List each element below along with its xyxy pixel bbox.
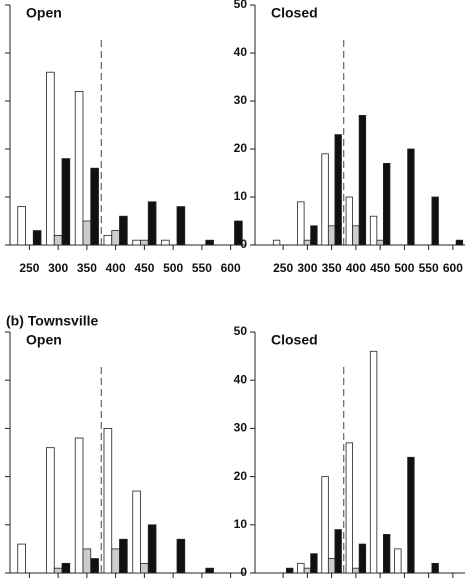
bar: [111, 548, 120, 574]
bar: [394, 548, 402, 574]
bar: [119, 215, 128, 246]
panel-title: Closed: [271, 332, 318, 348]
bar: [90, 558, 99, 574]
x-tick-label: 550: [192, 261, 212, 275]
bar: [147, 201, 157, 246]
bar: [205, 567, 214, 574]
bar: [382, 162, 391, 246]
bar: [303, 239, 312, 246]
bar: [132, 239, 141, 246]
x-tick-label: 300: [297, 261, 317, 275]
bar: [455, 239, 464, 246]
x-tick-label: 600: [443, 261, 463, 275]
bar: [140, 562, 149, 574]
bar: [140, 239, 149, 246]
panel-title: Closed: [271, 5, 318, 21]
y-tick-label: 30: [234, 93, 248, 107]
panel-title: Open: [26, 5, 62, 21]
bar: [358, 543, 367, 574]
y-tick-label: 10: [234, 517, 248, 531]
x-tick-label: 250: [273, 261, 293, 275]
y-tick-label: 10: [234, 189, 248, 203]
bar: [46, 71, 55, 246]
bar: [161, 239, 170, 246]
bar: [119, 538, 128, 574]
bar: [327, 558, 336, 574]
y-tick-label: 0: [240, 565, 247, 579]
bar: [431, 562, 439, 574]
bar: [310, 225, 318, 246]
bar: [382, 534, 391, 574]
panel-title: Open: [26, 332, 62, 348]
bar: [74, 437, 84, 574]
bar: [61, 562, 71, 574]
bar: [46, 447, 55, 574]
y-tick-label: 30: [234, 421, 248, 435]
x-tick-label: 500: [163, 261, 183, 275]
bar: [369, 350, 378, 574]
bar: [358, 115, 367, 246]
y-tick-label: 0: [240, 237, 247, 251]
bar: [285, 567, 294, 574]
section-label: (b) Townsville: [6, 313, 99, 329]
x-tick-label: 400: [346, 261, 366, 275]
bar: [303, 567, 312, 574]
x-tick-label: 400: [106, 261, 126, 275]
x-tick-label: 350: [77, 261, 97, 275]
bar: [345, 442, 354, 574]
y-tick-label: 40: [234, 45, 248, 59]
bar: [321, 476, 329, 574]
x-tick-label: 250: [19, 261, 39, 275]
bar: [147, 524, 157, 574]
bar: [327, 225, 336, 246]
bar: [176, 538, 186, 574]
bar: [272, 239, 281, 246]
x-tick-label: 300: [48, 261, 68, 275]
bar: [352, 567, 360, 574]
y-tick-label: 20: [234, 141, 248, 155]
bar: [111, 230, 120, 246]
bar: [345, 196, 354, 246]
bar: [407, 456, 415, 574]
x-tick-label: 600: [221, 261, 241, 275]
bar: [103, 427, 113, 574]
y-tick-label: 50: [234, 324, 248, 338]
x-tick-label: 450: [134, 261, 154, 275]
bar: [103, 234, 113, 246]
bar: [376, 239, 384, 246]
bar: [132, 490, 141, 574]
bar: [321, 153, 329, 246]
bar: [53, 567, 63, 574]
y-tick-label: 40: [234, 372, 248, 386]
bar: [32, 230, 42, 246]
bar: [297, 201, 305, 246]
bar: [53, 234, 63, 246]
bar: [176, 206, 186, 246]
x-tick-label: 550: [419, 261, 439, 275]
y-tick-label: 20: [234, 469, 248, 483]
bar: [310, 553, 318, 574]
bar: [234, 220, 243, 246]
bar: [90, 167, 99, 246]
y-tick-label: 50: [234, 0, 248, 11]
bar: [17, 206, 26, 246]
bar: [334, 529, 342, 574]
bar: [369, 215, 378, 246]
bar: [82, 220, 92, 246]
bar: [431, 196, 439, 246]
bar: [352, 225, 360, 246]
bar: [61, 158, 71, 246]
x-tick-label: 350: [322, 261, 342, 275]
bar: [334, 134, 342, 246]
x-tick-label: 450: [370, 261, 390, 275]
x-tick-label: 500: [394, 261, 414, 275]
bar: [205, 239, 214, 246]
bar: [17, 543, 26, 574]
bar: [297, 562, 305, 574]
bar: [74, 91, 84, 246]
bar: [82, 548, 92, 574]
bar: [407, 148, 415, 246]
